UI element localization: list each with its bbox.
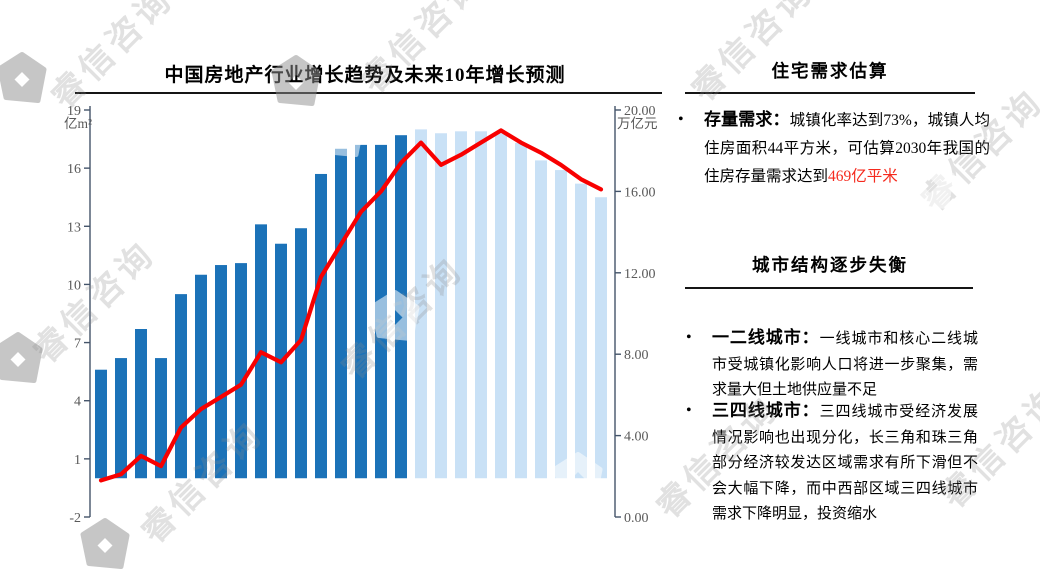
- bar-forecast: [555, 170, 567, 479]
- panel2-underline: [685, 287, 973, 289]
- bar-historical: [215, 265, 227, 479]
- stock-demand-highlight: 469亿平米: [828, 168, 898, 185]
- bar-historical: [395, 135, 407, 479]
- bullet-dot: •: [678, 111, 684, 128]
- tier34-body: 三四线城市受经济发展情况影响也出现分化，长三角和珠三角部分经济较发达区域需求有所…: [712, 404, 978, 522]
- bar-historical: [315, 173, 327, 479]
- right-axis-tick-label: 20.00: [624, 104, 656, 119]
- right-axis-tick-label: 0.00: [624, 511, 649, 526]
- left-axis-tick-label: 19: [67, 104, 81, 119]
- tier12-body: 一线城市和核心二线城市受城镇化影响人口将进一步聚集，需求量大但土地供应量不足: [712, 331, 978, 398]
- right-axis-unit: 万亿元: [617, 116, 658, 131]
- panel1-underline: [685, 92, 975, 94]
- left-axis-tick-label: -2: [69, 511, 81, 526]
- tier34-text: 三四线城市：三四线城市受经济发展情况影响也出现分化，长三角和珠三角部分经济较发达…: [712, 398, 978, 528]
- right-axis-tick-label: 8.00: [624, 348, 649, 363]
- bar-forecast: [535, 160, 547, 479]
- tier12-label: 一二线城市：: [712, 328, 820, 347]
- bar-historical: [235, 263, 247, 479]
- bar-historical: [355, 144, 367, 479]
- left-axis-tick-label: 10: [67, 278, 81, 293]
- left-axis-unit: 亿m²: [64, 116, 92, 131]
- bar-historical: [115, 358, 127, 479]
- left-axis-tick-label: 16: [67, 162, 81, 177]
- chart-title: 中国房地产行业增长趋势及未来10年增长预测: [164, 65, 566, 86]
- panel2-title: 城市结构逐步失衡: [752, 255, 908, 275]
- bar-forecast: [515, 142, 527, 479]
- bullet-dot: •: [686, 329, 692, 346]
- bar-historical: [175, 294, 187, 479]
- bar-historical: [155, 358, 167, 479]
- tier34-label: 三四线城市：: [712, 401, 820, 420]
- bullet-dot: •: [686, 402, 692, 419]
- stock-demand-label: 存量需求：: [704, 110, 790, 129]
- tier34-bullet: • 三四线城市：三四线城市受经济发展情况影响也出现分化，长三角和珠三角部分经济较…: [686, 398, 978, 528]
- bar-forecast: [575, 183, 587, 479]
- bar-historical: [135, 329, 147, 479]
- chart-title-underline: [75, 92, 662, 94]
- left-axis-tick-label: 7: [74, 337, 81, 352]
- bar-historical: [195, 274, 207, 479]
- stock-demand-bullet: • 存量需求：城镇化率达到73%，城镇人均住房面积44平方米，可估算2030年我…: [678, 106, 990, 191]
- bar-historical: [295, 228, 307, 479]
- bar-forecast: [455, 131, 467, 479]
- bar-forecast: [595, 197, 607, 479]
- stock-demand-body: 城镇化率达到73%，城镇人均住房面积44平方米，可估算2030年我国的住房存量需…: [704, 112, 990, 185]
- tier12-bullet: • 一二线城市：一线城市和核心二线城市受城镇化影响人口将进一步聚集，需求量大但土…: [686, 325, 978, 404]
- stock-demand-text: 存量需求：城镇化率达到73%，城镇人均住房面积44平方米，可估算2030年我国的…: [704, 106, 990, 191]
- bar-forecast: [415, 129, 427, 479]
- right-axis-tick-label: 16.00: [624, 185, 656, 200]
- bar-forecast: [435, 133, 447, 479]
- left-axis-tick-label: 4: [74, 395, 81, 410]
- right-axis-tick-label: 12.00: [624, 267, 656, 282]
- bar-historical: [95, 369, 107, 479]
- bar-historical: [335, 148, 347, 479]
- left-axis-tick-label: 13: [67, 220, 81, 235]
- bar-forecast: [495, 133, 507, 479]
- sales-value-line: [98, 128, 604, 483]
- combo-chart: 19 16 13 10 7 4 1 -2 20.00 16.00 12.00 8.00 4.00 0.00…: [64, 104, 658, 526]
- panel1-title: 住宅需求估算: [771, 61, 889, 81]
- tier12-text: 一二线城市：一线城市和核心二线城市受城镇化影响人口将进一步聚集，需求量大但土地供…: [712, 325, 978, 404]
- bar-forecast: [475, 131, 487, 479]
- left-axis-tick-label: 1: [74, 453, 81, 468]
- right-axis-tick-label: 4.00: [624, 430, 649, 445]
